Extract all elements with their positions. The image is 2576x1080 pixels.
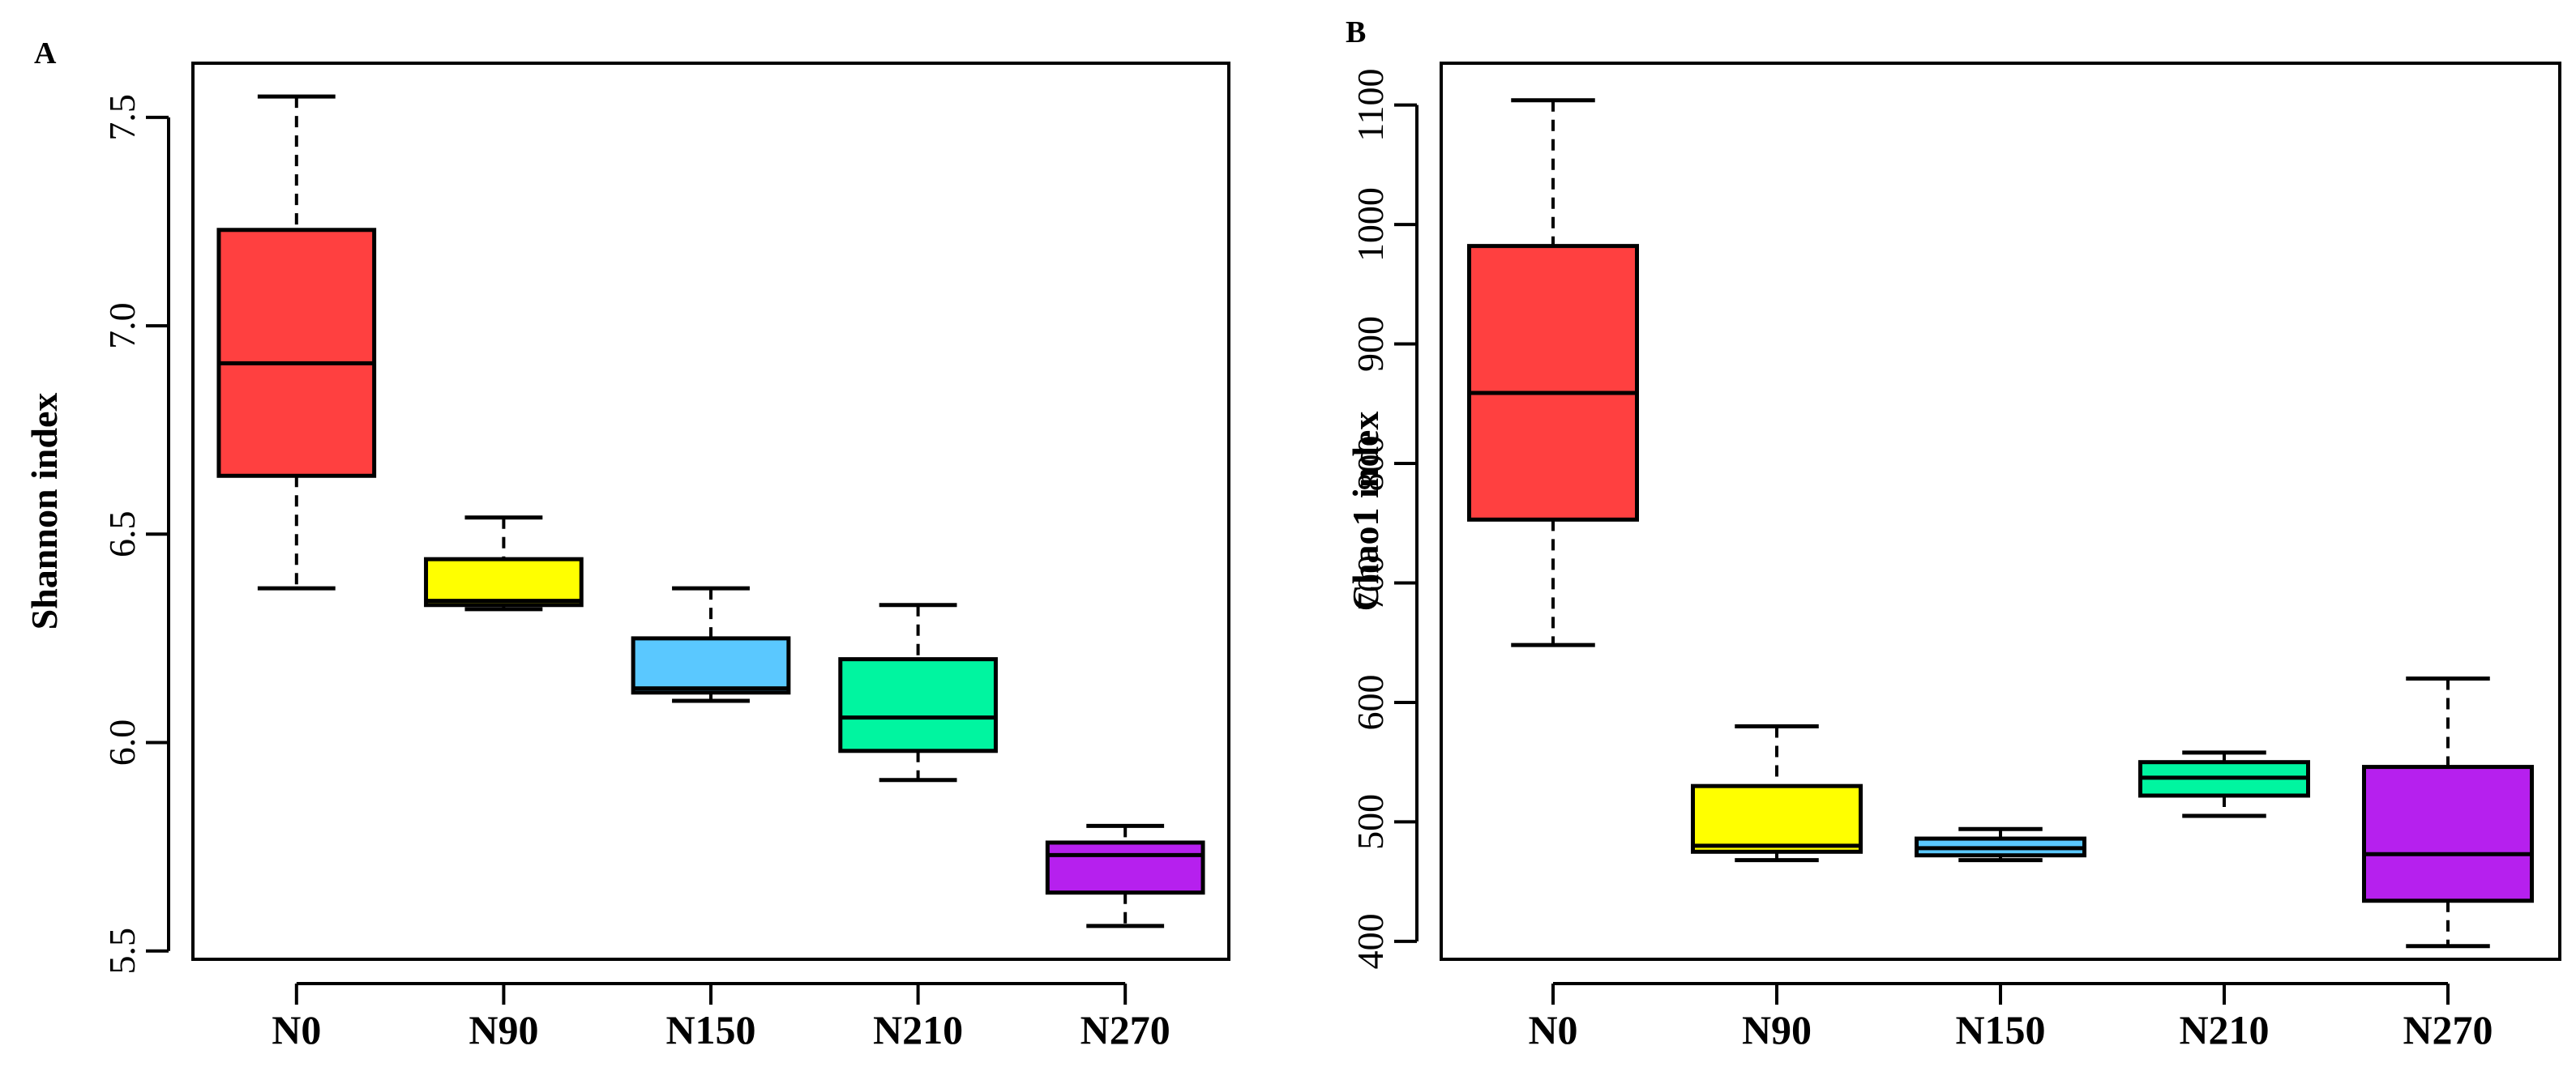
box-n270: [1045, 823, 1205, 928]
panel-a: A 5.5 6.0 6.5 7.0 7.5 Shannon index N0 N90 N150 N2…: [24, 36, 1230, 1052]
x-tick-label: N210: [2179, 1007, 2269, 1052]
y-tick-label: 1000: [1350, 187, 1391, 262]
y-tick-label: 400: [1350, 913, 1391, 969]
box-iqr: [838, 657, 998, 753]
box-n210: [838, 603, 998, 783]
box-n210: [2138, 750, 2310, 818]
y-tick-label: 700: [1350, 555, 1391, 611]
y-tick-label: 800: [1350, 436, 1391, 492]
x-tick-label: N150: [665, 1007, 755, 1052]
box-iqr: [1691, 783, 1863, 854]
x-tick-label: N0: [272, 1007, 321, 1052]
box-n150: [1915, 826, 2086, 863]
x-tick-label: N0: [1528, 1007, 1577, 1052]
box-n90: [1691, 724, 1863, 863]
y-tick-label: 6.0: [101, 719, 143, 766]
box-n90: [424, 515, 584, 612]
x-tick-label: N90: [469, 1007, 538, 1052]
y-tick-label: 900: [1350, 316, 1391, 372]
y-tick-label: 600: [1350, 674, 1391, 730]
box-n270: [2362, 676, 2534, 949]
box-n0: [216, 94, 377, 591]
box-iqr: [2362, 765, 2534, 903]
box-iqr: [216, 228, 377, 478]
x-tick-label: N270: [2403, 1007, 2493, 1052]
y-tick-label: 500: [1350, 794, 1391, 850]
box-n0: [1467, 98, 1639, 647]
y-tick-label: 7.0: [101, 302, 143, 349]
x-tick-label: N150: [1955, 1007, 2045, 1052]
panel-b: B 400 500 600 700 800 900 1000 1100 Chao1 index N0…: [1345, 15, 2561, 1052]
y-axis-title: Chao1 index: [1345, 412, 1386, 612]
y-axis-title: Shannon index: [24, 393, 65, 630]
x-tick-label: N90: [1742, 1007, 1812, 1052]
x-tick-label: N270: [1080, 1007, 1170, 1052]
plot-frame: [1440, 62, 2561, 961]
y-tick-label: 6.5: [101, 511, 143, 558]
x-tick-label: N210: [873, 1007, 963, 1052]
y-tick-label: 7.5: [101, 94, 143, 141]
plot-frame: [191, 62, 1230, 961]
panel-letter: B: [1346, 15, 1366, 49]
panel-letter: A: [34, 36, 57, 70]
box-n150: [631, 586, 791, 703]
box-iqr: [631, 636, 791, 695]
y-tick-label: 5.5: [101, 928, 143, 975]
y-tick-label: 1100: [1350, 68, 1391, 141]
box-iqr: [1467, 244, 1639, 522]
box-iqr: [1045, 840, 1205, 895]
box-iqr: [424, 557, 584, 608]
